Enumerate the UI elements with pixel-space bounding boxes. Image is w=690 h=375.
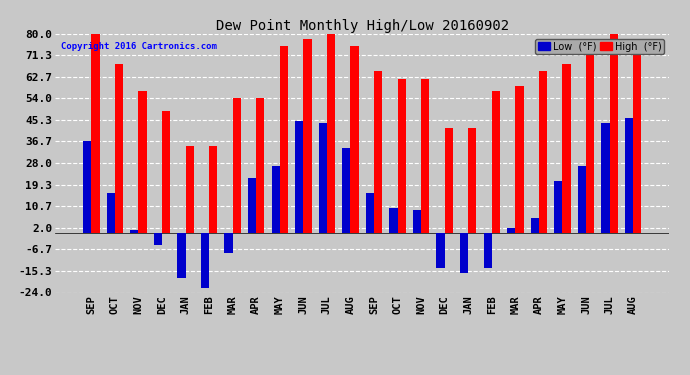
Bar <box>437 233 444 268</box>
Bar <box>413 210 421 233</box>
Bar <box>154 233 162 245</box>
Bar <box>107 193 115 233</box>
Bar <box>397 78 406 233</box>
Bar <box>209 146 217 233</box>
Bar <box>327 34 335 233</box>
Bar <box>162 111 170 233</box>
Bar <box>539 71 547 233</box>
Bar <box>295 121 304 233</box>
Bar <box>374 71 382 233</box>
Bar <box>562 64 571 233</box>
Bar <box>233 99 241 233</box>
Bar <box>492 91 500 233</box>
Bar <box>248 178 256 233</box>
Bar <box>578 166 586 233</box>
Bar <box>460 233 469 273</box>
Bar <box>633 39 642 233</box>
Bar <box>139 91 147 233</box>
Bar <box>484 233 492 268</box>
Bar <box>319 123 327 233</box>
Bar <box>351 46 359 233</box>
Bar <box>602 123 609 233</box>
Bar <box>515 86 524 233</box>
Bar <box>186 146 194 233</box>
Bar <box>272 166 280 233</box>
Bar <box>389 208 397 233</box>
Bar <box>469 128 477 233</box>
Bar <box>130 230 139 233</box>
Legend: Low  (°F), High  (°F): Low (°F), High (°F) <box>535 39 664 54</box>
Bar <box>280 46 288 233</box>
Bar <box>304 39 312 233</box>
Bar <box>224 233 233 253</box>
Bar <box>531 218 539 233</box>
Bar <box>115 64 123 233</box>
Bar <box>366 193 374 233</box>
Bar <box>625 118 633 233</box>
Bar <box>507 228 515 233</box>
Text: Copyright 2016 Cartronics.com: Copyright 2016 Cartronics.com <box>61 42 217 51</box>
Bar <box>83 141 91 233</box>
Title: Dew Point Monthly High/Low 20160902: Dew Point Monthly High/Low 20160902 <box>216 19 509 33</box>
Bar <box>201 233 209 288</box>
Bar <box>609 34 618 233</box>
Bar <box>421 78 429 233</box>
Bar <box>342 148 351 233</box>
Bar <box>444 128 453 233</box>
Bar <box>554 180 562 233</box>
Bar <box>586 39 594 233</box>
Bar <box>91 34 99 233</box>
Bar <box>177 233 186 278</box>
Bar <box>256 99 264 233</box>
